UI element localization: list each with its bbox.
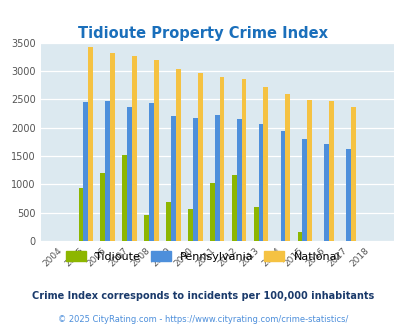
Legend: Tidioute, Pennsylvania, National: Tidioute, Pennsylvania, National	[62, 247, 343, 267]
Bar	[105, 101, 110, 241]
Bar	[209, 183, 214, 241]
Bar	[307, 100, 311, 241]
Bar	[258, 124, 263, 241]
Bar	[127, 107, 132, 241]
Bar	[192, 117, 197, 241]
Bar	[219, 77, 224, 241]
Bar	[324, 144, 328, 241]
Bar	[153, 60, 158, 241]
Bar	[188, 209, 192, 241]
Bar	[350, 107, 355, 241]
Bar	[83, 102, 88, 241]
Bar	[231, 175, 236, 241]
Bar	[241, 79, 246, 241]
Bar	[253, 207, 258, 241]
Bar	[166, 202, 171, 241]
Bar	[302, 139, 307, 241]
Bar	[110, 53, 115, 241]
Bar	[149, 103, 153, 241]
Bar	[263, 87, 268, 241]
Bar	[280, 131, 285, 241]
Bar	[88, 48, 93, 241]
Bar	[122, 155, 127, 241]
Text: Tidioute Property Crime Index: Tidioute Property Crime Index	[78, 26, 327, 41]
Bar	[236, 119, 241, 241]
Text: © 2025 CityRating.com - https://www.cityrating.com/crime-statistics/: © 2025 CityRating.com - https://www.city…	[58, 315, 347, 324]
Text: Crime Index corresponds to incidents per 100,000 inhabitants: Crime Index corresponds to incidents per…	[32, 291, 373, 301]
Bar	[297, 232, 302, 241]
Bar	[144, 215, 149, 241]
Bar	[132, 56, 136, 241]
Bar	[175, 70, 180, 241]
Bar	[171, 116, 175, 241]
Bar	[197, 74, 202, 241]
Bar	[328, 101, 333, 241]
Bar	[214, 115, 219, 241]
Bar	[285, 94, 290, 241]
Bar	[345, 149, 350, 241]
Bar	[100, 173, 105, 241]
Bar	[78, 188, 83, 241]
